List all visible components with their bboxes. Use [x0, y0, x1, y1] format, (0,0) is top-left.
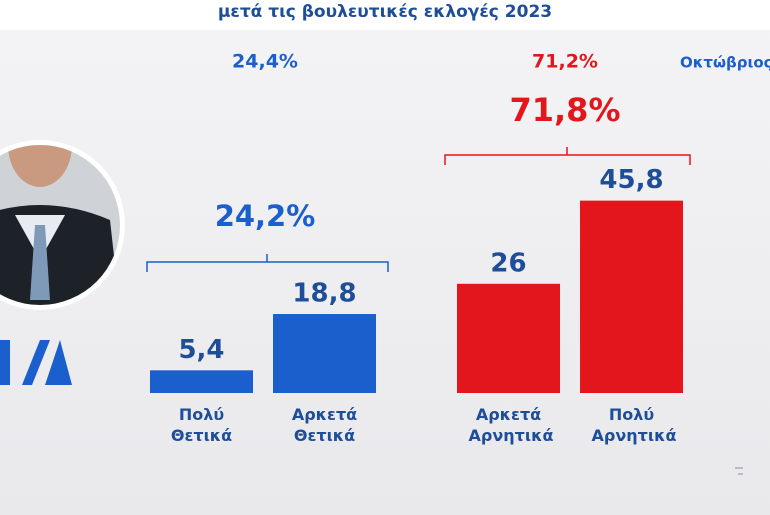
title-bar [0, 0, 770, 30]
value-label: 45,8 [599, 165, 663, 195]
bracket [146, 254, 389, 272]
value-label: 26 [490, 248, 526, 278]
category-label: Πολύ Αρνητικά [591, 405, 677, 445]
chart-title: μετά τις βουλευτικές εκλογές 2023 [218, 2, 552, 22]
annotation: 24,2% [215, 199, 316, 233]
annotation: 71,8% [509, 91, 620, 129]
party-logo [0, 340, 72, 385]
bar [150, 370, 253, 393]
decoration [735, 467, 743, 475]
value-label: 5,4 [178, 335, 224, 365]
annotation: 71,2% [532, 51, 598, 73]
annotation: Οκτώβριος [680, 54, 770, 72]
bar [273, 314, 376, 393]
category-label: Πολύ Θετικά [170, 405, 233, 445]
category-label: Αρκετά Θετικά [291, 405, 358, 445]
portrait [0, 140, 125, 310]
annotation: 24,4% [232, 51, 298, 73]
value-label: 18,8 [292, 279, 356, 309]
bracket [444, 147, 691, 165]
bar [580, 200, 683, 393]
category-label: Αρκετά Αρνητικά [468, 405, 554, 445]
bar [457, 283, 560, 393]
